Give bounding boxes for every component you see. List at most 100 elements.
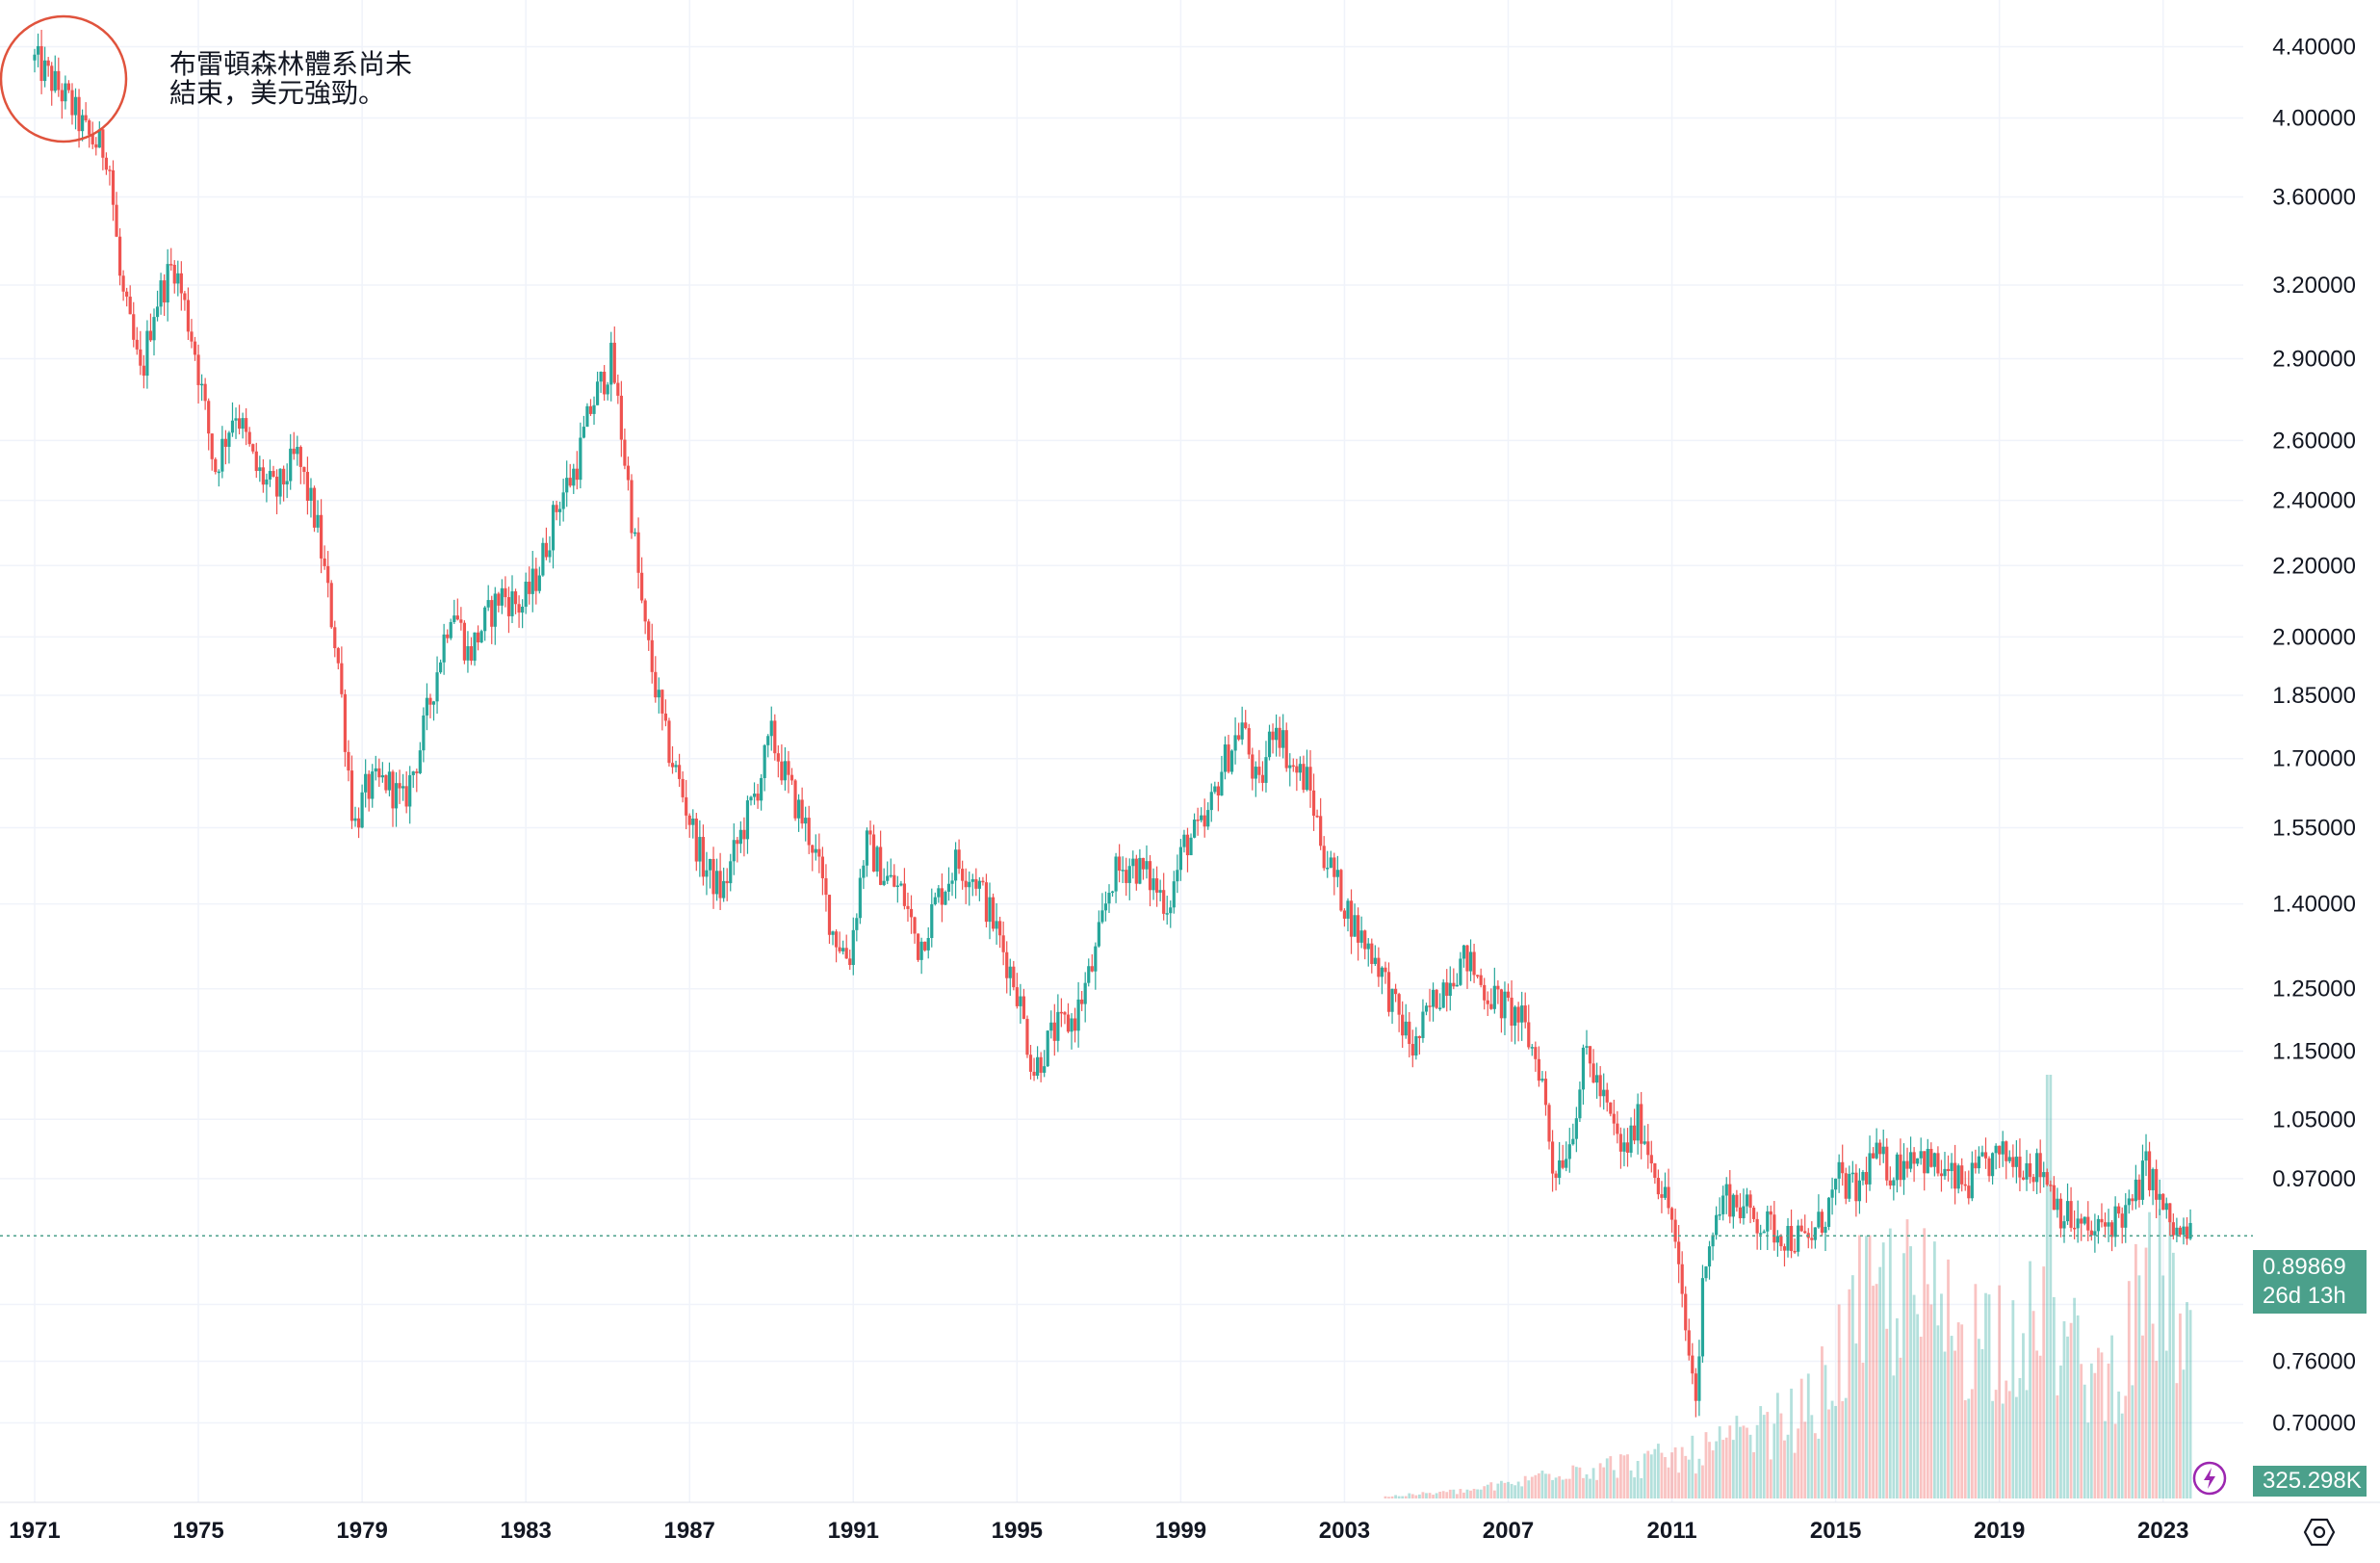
candle-body xyxy=(1797,1225,1800,1252)
candle-body xyxy=(1803,1231,1807,1234)
candle-body xyxy=(1127,866,1131,883)
candle-body xyxy=(548,550,552,558)
candle-body xyxy=(513,591,518,605)
candle-body xyxy=(356,818,361,828)
candle-body xyxy=(913,917,917,934)
candle-body xyxy=(742,829,746,840)
candle-body xyxy=(117,236,122,276)
candle-body xyxy=(879,847,883,885)
candle-body xyxy=(446,634,450,638)
volume-bar xyxy=(1718,1426,1721,1498)
candle-body xyxy=(643,600,647,622)
candle-body xyxy=(159,280,163,307)
volume-bar xyxy=(1629,1470,1633,1498)
candle-body xyxy=(2168,1203,2172,1223)
volume-bar xyxy=(1980,1348,1984,1498)
volume-bar xyxy=(2031,1311,2035,1498)
candle-body xyxy=(760,777,763,801)
candle-body xyxy=(892,874,896,887)
candle-body xyxy=(1076,999,1080,1031)
candle-body xyxy=(1039,1056,1043,1073)
volume-bar xyxy=(1827,1409,1830,1498)
candle-body xyxy=(2147,1151,2152,1190)
lightning-icon[interactable] xyxy=(2191,1460,2228,1497)
candle-body xyxy=(626,465,631,481)
candle-body xyxy=(50,65,54,91)
candle-body xyxy=(579,437,582,481)
candle-body xyxy=(196,354,200,385)
candle-body xyxy=(2028,1162,2032,1178)
time-axis[interactable]: 1971 1975 1979 1983 1987 1991 1995 1999 2003 2007… xyxy=(9,1518,2188,1544)
candle-body xyxy=(282,468,286,485)
candle-body xyxy=(1987,1158,1991,1177)
candle-body xyxy=(387,771,392,791)
candle-body xyxy=(186,300,191,332)
candle-body xyxy=(1459,958,1462,985)
candle-body xyxy=(1636,1104,1640,1141)
candle-body xyxy=(1220,771,1224,795)
candle-body xyxy=(738,829,742,845)
price-tick-label: 2.40000 xyxy=(2272,488,2356,514)
candle-body xyxy=(1912,1152,1916,1164)
candle-body xyxy=(1178,847,1182,871)
volume-bar xyxy=(1472,1488,1476,1498)
candle-body xyxy=(1066,1014,1071,1032)
candle-body xyxy=(663,713,668,721)
candle-body xyxy=(1892,1180,1896,1186)
candle-body xyxy=(766,736,770,745)
candle-body xyxy=(575,468,579,481)
candle-body xyxy=(1640,1104,1643,1144)
volume-bar xyxy=(1724,1437,1728,1498)
candle-body xyxy=(1680,1263,1684,1294)
candle-body xyxy=(312,487,317,528)
candle-body xyxy=(125,291,129,298)
candle-body xyxy=(1622,1142,1626,1152)
candle-body xyxy=(2005,1141,2008,1161)
candle-body xyxy=(1998,1145,2002,1155)
settings-icon[interactable] xyxy=(2303,1516,2336,1549)
volume-bar xyxy=(1520,1486,1524,1498)
candle-body xyxy=(148,330,153,341)
volume-bar xyxy=(1619,1454,1622,1498)
candle-body xyxy=(1059,1011,1063,1014)
candle-body xyxy=(237,418,242,430)
candle-body xyxy=(1298,764,1302,773)
candle-body xyxy=(1441,982,1445,1008)
candle-body xyxy=(698,837,702,862)
candle-body xyxy=(2042,1172,2046,1178)
volume-bar xyxy=(2007,1391,2011,1498)
candle-body xyxy=(708,858,712,871)
candle-body xyxy=(217,471,220,474)
candle-body xyxy=(1974,1162,1978,1169)
candle-body xyxy=(1574,1118,1578,1139)
candle-body xyxy=(763,744,766,778)
candle-body xyxy=(404,786,408,807)
candle-body xyxy=(1339,870,1343,911)
candle-body xyxy=(1435,989,1438,1008)
candle-body xyxy=(889,874,892,877)
candle-body xyxy=(305,471,310,501)
candle-body xyxy=(555,505,558,512)
price-tick-label: 3.20000 xyxy=(2272,273,2356,299)
candle-body xyxy=(1799,1225,1803,1232)
candle-body xyxy=(909,908,914,918)
candle-body xyxy=(2178,1227,2183,1236)
candle-body xyxy=(1715,1214,1719,1236)
candle-body xyxy=(1192,820,1197,838)
candle-body xyxy=(528,581,531,594)
candle-body xyxy=(1929,1148,1933,1167)
candle-body xyxy=(1970,1162,1974,1199)
price-axis[interactable]: 4.40000 4.00000 3.60000 3.20000 2.90000 2.600… xyxy=(2272,34,2356,1436)
volume-bar xyxy=(1571,1465,1575,1498)
candle-body xyxy=(1305,767,1309,791)
candle-body xyxy=(1558,1159,1562,1179)
annotation-line-2: 結束，美元強勁。 xyxy=(169,77,386,109)
candle-body xyxy=(2140,1160,2145,1200)
candle-body xyxy=(1107,892,1111,904)
volume-bar xyxy=(1527,1480,1531,1498)
candle-body xyxy=(43,60,47,82)
volume-bar xyxy=(1748,1434,1752,1498)
candle-body xyxy=(1295,766,1299,773)
